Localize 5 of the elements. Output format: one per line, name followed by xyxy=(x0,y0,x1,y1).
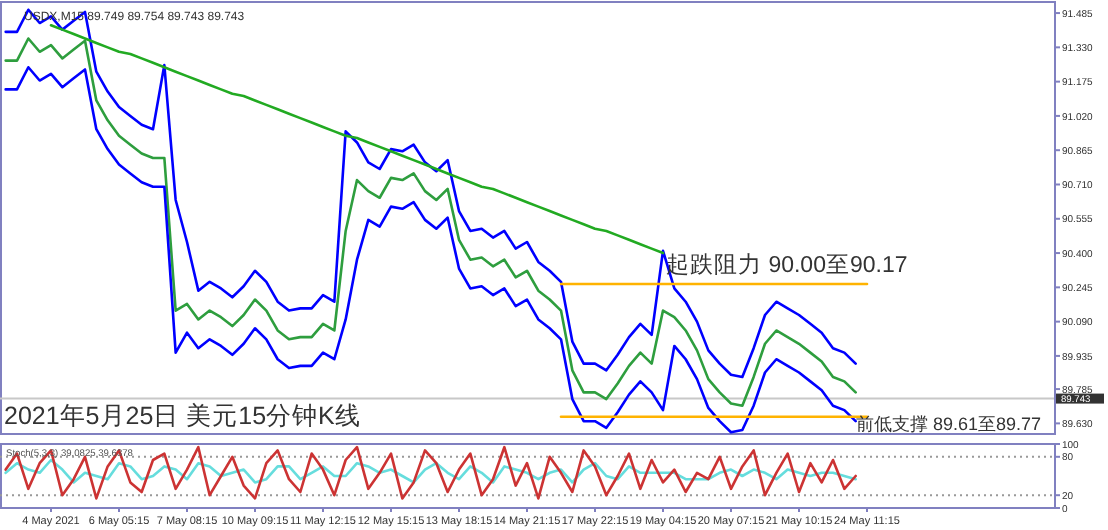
line-series xyxy=(49,23,665,255)
annotation: 前低支撑 89.61至89.77 xyxy=(856,414,1042,434)
line-series xyxy=(4,445,857,500)
line-series xyxy=(4,458,857,484)
annotation: 2021年5月25日 美元15分钟K线 xyxy=(4,400,361,430)
